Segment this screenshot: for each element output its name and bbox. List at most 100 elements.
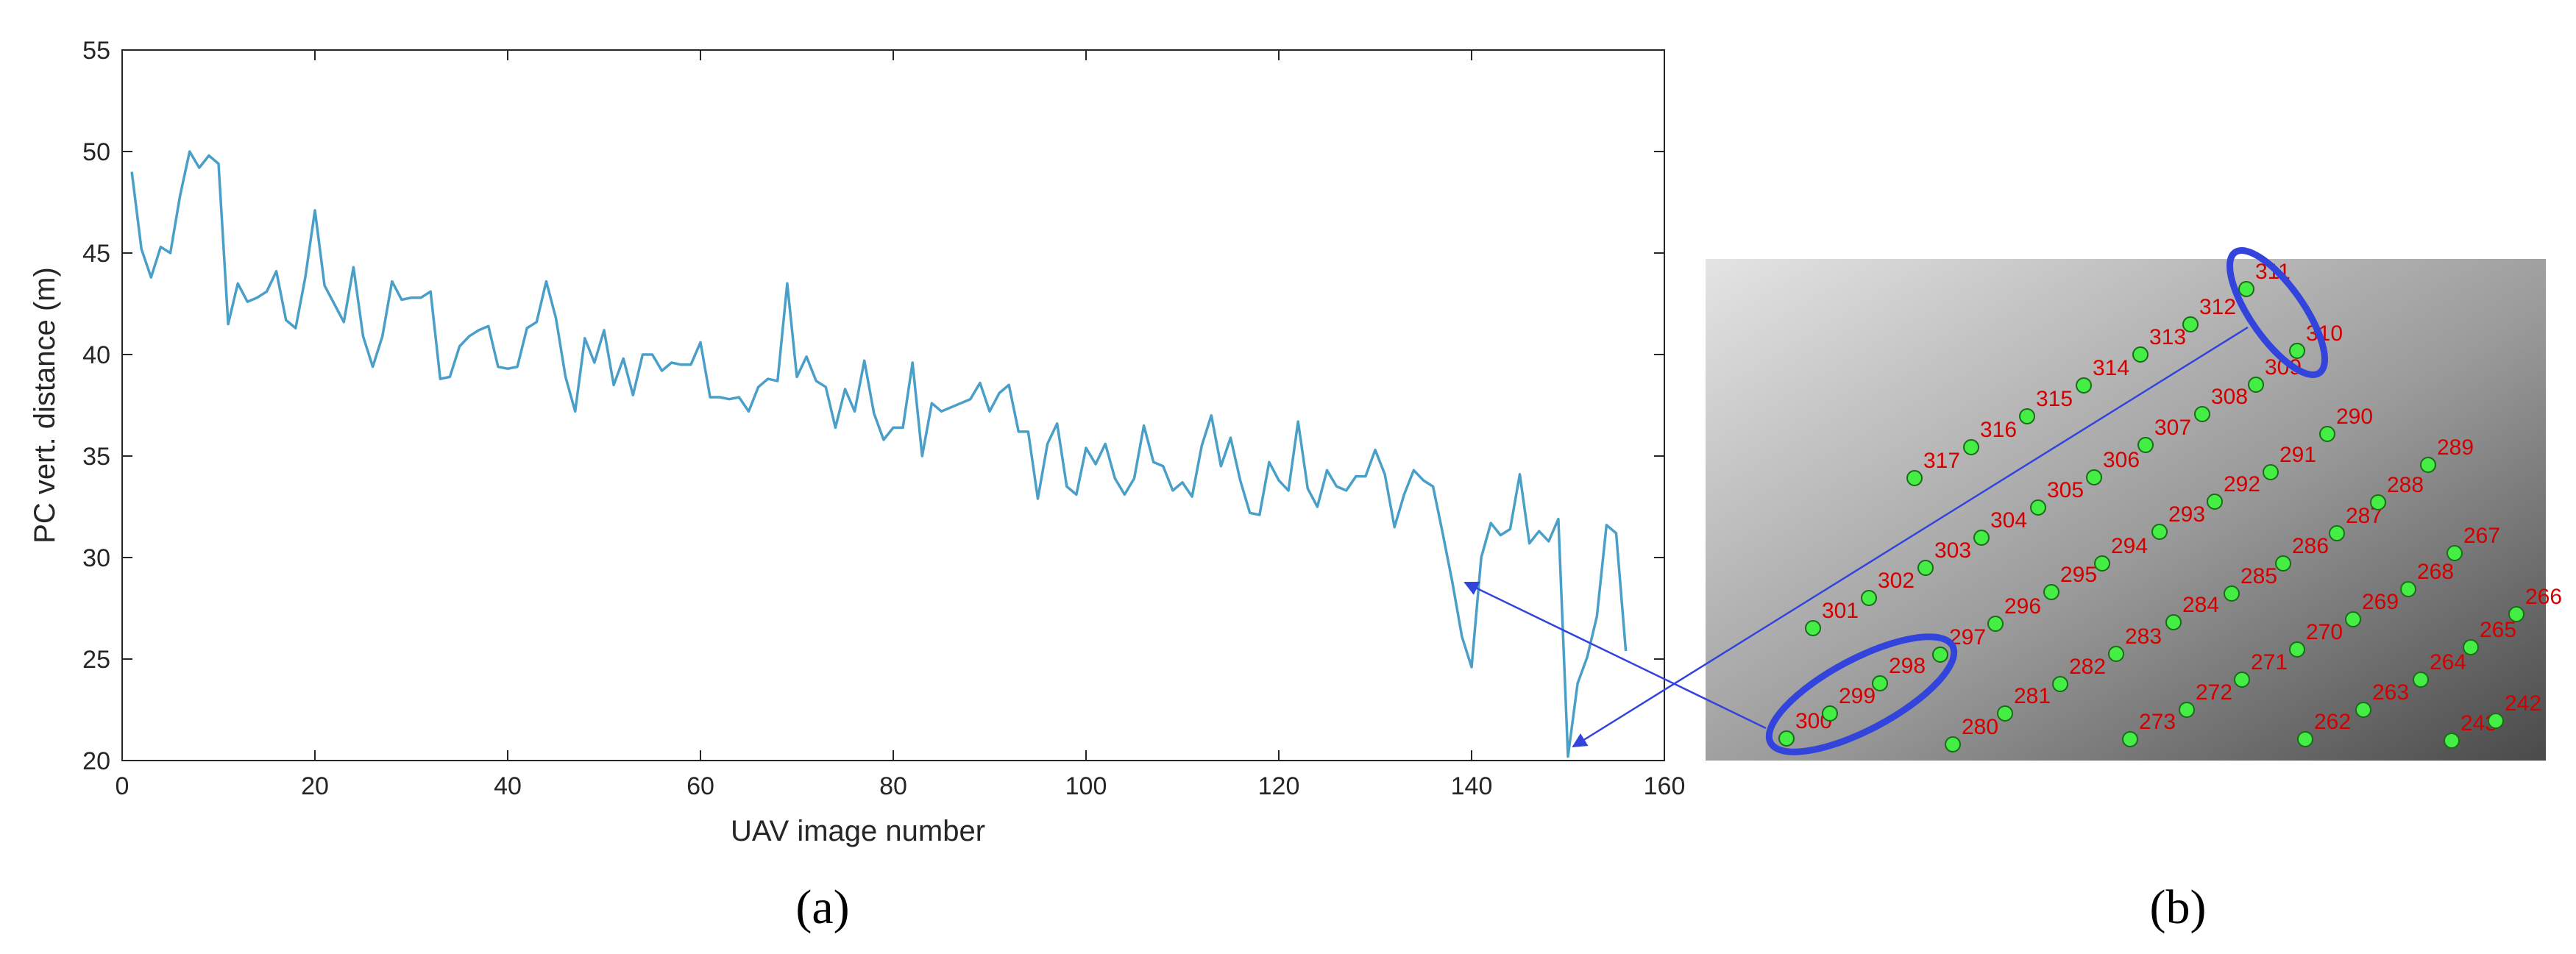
map-point-label: 289	[2437, 435, 2474, 460]
y-tick-label: 40	[82, 341, 110, 369]
map-point	[1872, 675, 1888, 691]
map-point-label: 292	[2224, 472, 2260, 496]
map-point	[2182, 316, 2199, 332]
map-point	[2132, 346, 2149, 363]
map-point-label: 293	[2168, 502, 2205, 527]
map-point-label: 295	[2060, 563, 2097, 587]
map-point-label: 285	[2240, 564, 2277, 588]
map-point-label: 290	[2336, 405, 2373, 429]
map-point	[2052, 676, 2068, 692]
map-point	[2207, 494, 2223, 510]
arrow-to-149	[1463, 581, 1767, 730]
x-tick-label: 140	[1451, 772, 1493, 800]
map-point	[1973, 530, 1990, 546]
map-point	[2447, 545, 2463, 561]
map-point-label: 273	[2139, 710, 2176, 734]
map-point-label: 267	[2463, 524, 2500, 548]
map-point	[2289, 641, 2305, 658]
x-tick-label: 120	[1258, 772, 1300, 800]
map-background	[1706, 259, 2546, 761]
map-point	[1963, 439, 1979, 455]
map-point	[2043, 584, 2059, 600]
map-point	[1778, 730, 1795, 747]
map-point	[1987, 616, 2004, 632]
map-points: 3173163153143133123113013023033043053063…	[1778, 260, 2562, 752]
map-point-label: 317	[1923, 449, 1960, 473]
map-point-label: 305	[2047, 478, 2084, 502]
map-point	[2444, 733, 2460, 749]
x-tick-label: 0	[116, 772, 129, 800]
map-point	[2289, 343, 2305, 359]
map-point	[2076, 377, 2092, 394]
map-point-label: 270	[2306, 620, 2343, 644]
panel-label-b: (b)	[2150, 880, 2207, 934]
map-point-label: 269	[2362, 590, 2399, 614]
panel-b-point-map: 3173163153143133123113013023033043053063…	[1706, 247, 2562, 761]
x-tick-label: 20	[301, 772, 329, 800]
map-point-label: 316	[1980, 418, 2017, 442]
map-point	[2413, 672, 2429, 688]
map-point	[2086, 469, 2102, 485]
map-point	[1932, 647, 1948, 663]
series-line	[130, 150, 1628, 758]
map-point-label: 262	[2314, 710, 2351, 734]
map-point-label: 283	[2125, 624, 2162, 649]
map-point-label: 268	[2417, 560, 2454, 584]
y-tick-label: 45	[82, 240, 110, 268]
map-point-label: 304	[1990, 508, 2027, 533]
map-point	[2488, 713, 2504, 729]
map-point	[1861, 590, 1877, 606]
y-tick-label: 25	[82, 646, 110, 674]
y-tick-label: 20	[82, 747, 110, 775]
map-point	[1997, 705, 2013, 722]
map-point	[2179, 702, 2195, 718]
map-point	[1906, 470, 1923, 486]
map-point	[2463, 639, 2479, 655]
map-point-label: 294	[2111, 534, 2148, 558]
map-point-label: 303	[1934, 538, 1971, 563]
map-point	[2275, 555, 2291, 572]
x-axis-label: UAV image number	[731, 815, 985, 847]
y-tick-label: 55	[82, 37, 110, 65]
map-point-label: 266	[2525, 585, 2562, 609]
map-point	[2345, 611, 2361, 627]
map-point	[2194, 406, 2210, 422]
x-tick-label: 40	[494, 772, 522, 800]
map-point	[2400, 581, 2416, 597]
map-point	[2151, 524, 2168, 540]
y-tick-label: 50	[82, 138, 110, 166]
map-point	[2297, 731, 2313, 747]
map-point	[2094, 555, 2110, 572]
map-point	[2263, 464, 2279, 480]
map-point-label: 271	[2251, 650, 2288, 674]
y-axis-ticks: 20 25 30 35 40 45 50 55	[82, 37, 1664, 775]
map-point-label: 272	[2196, 680, 2232, 705]
map-point	[2234, 672, 2250, 688]
map-point-label: 263	[2372, 680, 2409, 705]
map-point-label: 288	[2387, 473, 2424, 497]
map-point	[2122, 731, 2138, 747]
panel-label-a: (a)	[795, 880, 849, 934]
y-axis-label: PC vert. distance (m)	[29, 267, 61, 544]
map-point	[2165, 614, 2182, 630]
map-point-label: 315	[2036, 387, 2073, 411]
map-point-label: 299	[1839, 684, 1876, 708]
map-point-label: 242	[2505, 691, 2541, 716]
highlight-ellipse-bottom	[1765, 633, 1958, 755]
map-point-label: 298	[1889, 654, 1926, 678]
map-point-label: 312	[2199, 295, 2236, 319]
map-point	[2137, 437, 2154, 453]
map-point	[2108, 646, 2124, 662]
map-point	[2355, 702, 2371, 718]
plot-area	[121, 49, 1665, 761]
map-point-label: 313	[2149, 325, 2186, 349]
map-point	[2319, 426, 2335, 442]
x-axis-ticks: 0 20 40 60 80 100 120 140 160	[116, 50, 1685, 800]
map-point	[2329, 525, 2345, 541]
map-point-label: 280	[1962, 715, 1998, 739]
map-point-label: 302	[1878, 569, 1915, 593]
map-point	[2238, 281, 2254, 297]
map-point-label: 284	[2182, 593, 2219, 617]
